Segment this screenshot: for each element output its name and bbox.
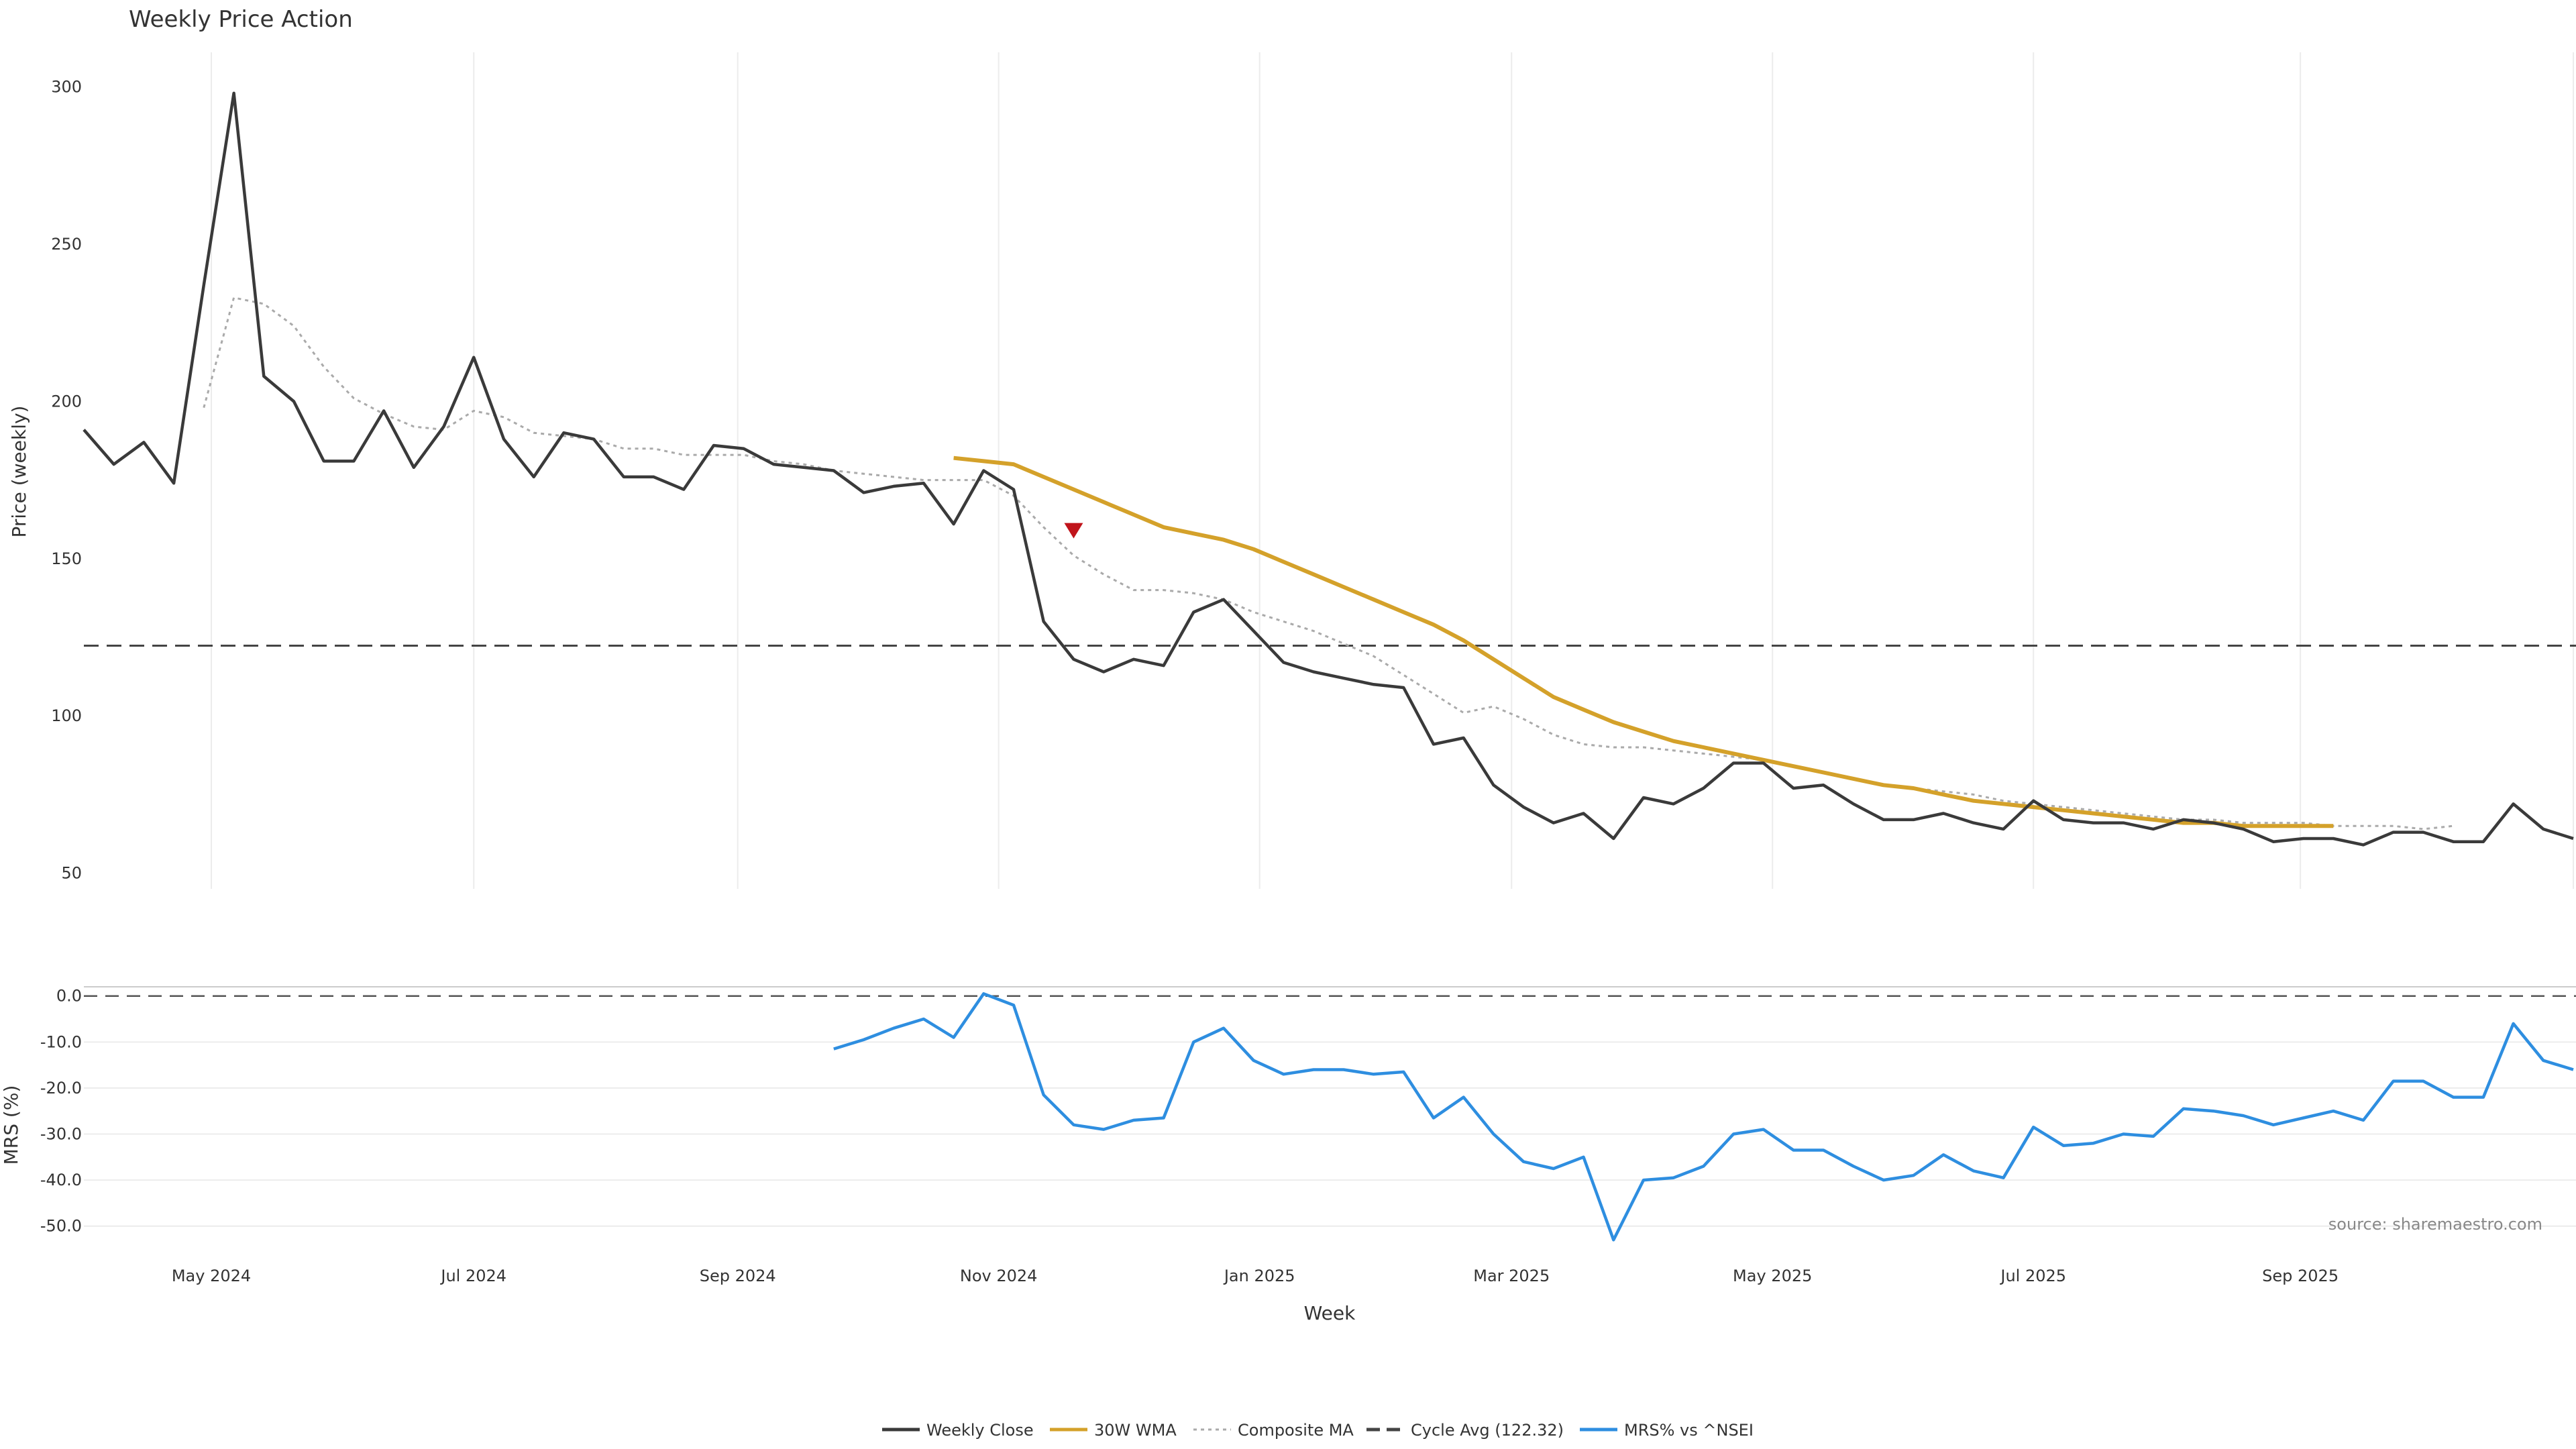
- legend-label: Composite MA: [1238, 1421, 1354, 1440]
- mrs-gridlines: [84, 1041, 2576, 1227]
- legend-entry: MRS% vs ^NSEI: [1580, 1421, 1754, 1440]
- x-tick-label: Jul 2024: [439, 1267, 506, 1285]
- mrs-ytick-label: -10.0: [40, 1032, 82, 1051]
- legend-entry: Weekly Close: [882, 1421, 1034, 1440]
- legend-label: Weekly Close: [926, 1421, 1034, 1440]
- series-30w-wma: [953, 455, 2334, 828]
- mrs-ytick-label: -30.0: [40, 1125, 82, 1144]
- x-tick-label: May 2024: [172, 1267, 251, 1285]
- legend-entry: 30W WMA: [1050, 1421, 1177, 1440]
- x-axis-label: Week: [1304, 1302, 1356, 1324]
- series-composite-ma: [203, 297, 2454, 830]
- price-ytick-label: 300: [51, 78, 82, 97]
- price-panel: 50 100 150 200 250 300 Price (weekly): [8, 52, 2576, 889]
- mrs-panel: 0.0 -10.0 -20.0 -30.0 -40.0 -50.0 MRS (%) sou…: [0, 986, 2576, 1242]
- price-ytick-label: 100: [51, 706, 82, 725]
- price-markers-group: [1064, 523, 1083, 539]
- price-ytick-label: 50: [61, 864, 82, 883]
- price-series-group: [83, 91, 2574, 847]
- x-tick-label: May 2025: [1733, 1267, 1812, 1285]
- price-gridlines: [211, 52, 2574, 889]
- legend-entry: Cycle Avg (122.32): [1366, 1421, 1564, 1440]
- mrs-ytick-label: 0.0: [56, 987, 82, 1006]
- mrs-ytick-label: -50.0: [40, 1217, 82, 1236]
- chart-title: Weekly Price Action: [129, 6, 353, 33]
- price-y-ticks: 50 100 150 200 250 300: [51, 78, 82, 883]
- x-tick-label: Jan 2025: [1223, 1267, 1295, 1285]
- series-mrs-vs-nsei: [833, 992, 2574, 1242]
- price-ytick-label: 150: [51, 549, 82, 568]
- price-y-axis-label: Price (weekly): [8, 406, 30, 538]
- sell-signal-marker: [1064, 523, 1083, 539]
- x-tick-label: Nov 2024: [960, 1267, 1038, 1285]
- x-tick-label: Sep 2024: [700, 1267, 776, 1285]
- mrs-y-axis-label: MRS (%): [0, 1085, 22, 1165]
- price-ytick-label: 250: [51, 235, 82, 254]
- mrs-ytick-label: -40.0: [40, 1171, 82, 1189]
- legend: Weekly Close 30W WMA Composite MA Cycle Avg…: [882, 1421, 1754, 1440]
- mrs-y-ticks: 0.0 -10.0 -20.0 -30.0 -40.0 -50.0: [40, 987, 82, 1236]
- legend-label: Cycle Avg (122.32): [1411, 1421, 1564, 1440]
- legend-label: MRS% vs ^NSEI: [1624, 1421, 1754, 1440]
- price-ytick-label: 200: [51, 392, 82, 411]
- legend-entry: Composite MA: [1193, 1421, 1354, 1440]
- series-weekly-close: [83, 91, 2574, 847]
- x-tick-label: Sep 2025: [2262, 1267, 2339, 1285]
- x-axis-ticks: May 2024 Jul 2024 Sep 2024 Nov 2024 Jan 2025…: [172, 1267, 2339, 1285]
- x-tick-label: Jul 2025: [1999, 1267, 2066, 1285]
- x-tick-label: Mar 2025: [1473, 1267, 1550, 1285]
- mrs-series-group: [833, 992, 2574, 1242]
- mrs-ytick-label: -20.0: [40, 1079, 82, 1097]
- source-note: source: sharemaestro.com: [2328, 1215, 2542, 1234]
- legend-label: 30W WMA: [1094, 1421, 1177, 1440]
